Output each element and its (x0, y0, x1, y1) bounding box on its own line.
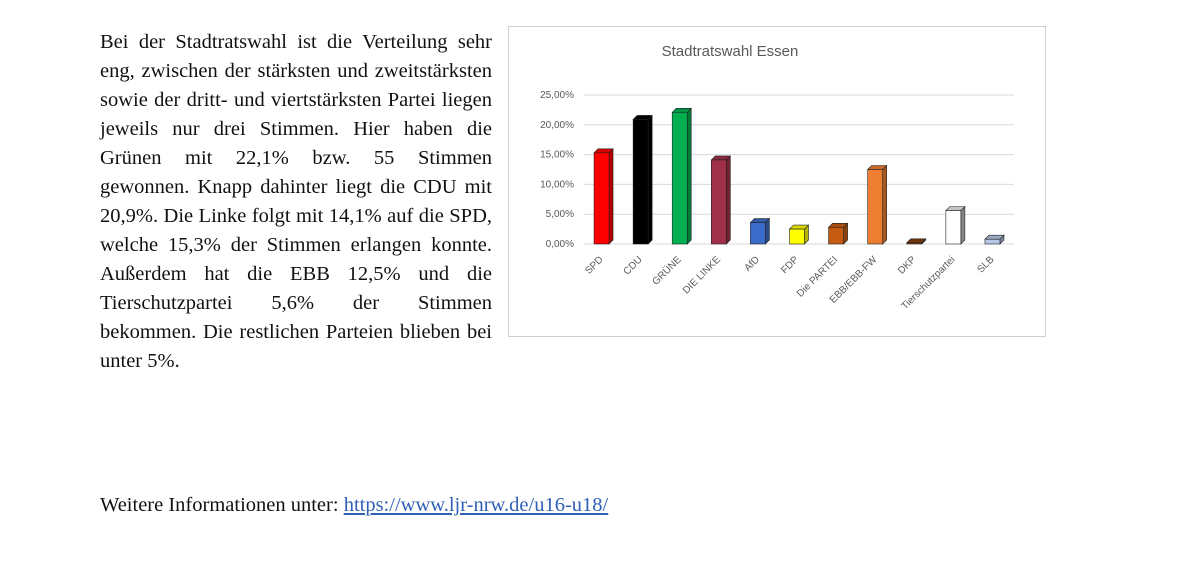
bar-front (906, 242, 923, 245)
x-category-label: GRÜNE (650, 253, 684, 287)
bar (632, 114, 653, 245)
x-category-label: AfD (742, 254, 762, 274)
bar-side (726, 155, 731, 245)
bar (749, 217, 771, 245)
bar (827, 222, 849, 245)
bar-chart: Stadtratswahl Essen 0,00% 5,00% 10,00% 15,0… (540, 43, 1014, 312)
bar (984, 234, 1005, 245)
y-tick-label: 0,00% (546, 239, 574, 250)
info-link[interactable]: https://www.ljr-nrw.de/u16-u18/ (343, 494, 609, 516)
bar-front (828, 227, 844, 245)
x-category-label: CDU (622, 254, 645, 277)
x-category-label: SPD (583, 254, 605, 276)
y-tick-label: 10,00% (540, 179, 574, 190)
bar-front (671, 111, 688, 245)
bar-front (867, 169, 883, 245)
bar-front (984, 238, 1001, 245)
chart-title: Stadtratswahl Essen (662, 43, 799, 60)
bar (710, 155, 732, 245)
bar-side (960, 205, 966, 245)
bar (593, 148, 614, 245)
y-tick-label: 20,00% (540, 120, 574, 131)
bar (866, 164, 888, 245)
bar-front (593, 152, 610, 245)
bar (906, 238, 927, 245)
footer-label: Weitere Informationen unter: (100, 494, 339, 516)
x-category-label: DKP (896, 254, 919, 277)
bar (671, 107, 692, 245)
y-tick-label: 5,00% (546, 209, 574, 220)
bar-side (686, 107, 692, 245)
bar (945, 205, 966, 245)
bar-front (711, 159, 727, 245)
bar-front (945, 210, 962, 245)
chart-container: Stadtratswahl Essen 0,00% 5,00% 10,00% 15,0… (508, 26, 1046, 337)
bar-front (632, 119, 649, 245)
bar-side (882, 164, 887, 245)
y-tick-label: 25,00% (540, 90, 574, 101)
y-tick-label: 15,00% (540, 150, 574, 161)
x-category-label: DIE LINKE (681, 254, 723, 296)
x-category-label: SLB (975, 254, 996, 275)
bar-side (608, 148, 614, 245)
body-paragraph: Bei der Stadtratswahl ist die Verteilung… (100, 31, 492, 372)
bar-front (750, 222, 766, 245)
bar-side (647, 114, 653, 245)
bar (788, 224, 810, 245)
x-category-label: FDP (779, 254, 801, 276)
footer-text: Weitere Informationen unter: https://www… (100, 491, 608, 520)
bar-front (789, 228, 805, 245)
